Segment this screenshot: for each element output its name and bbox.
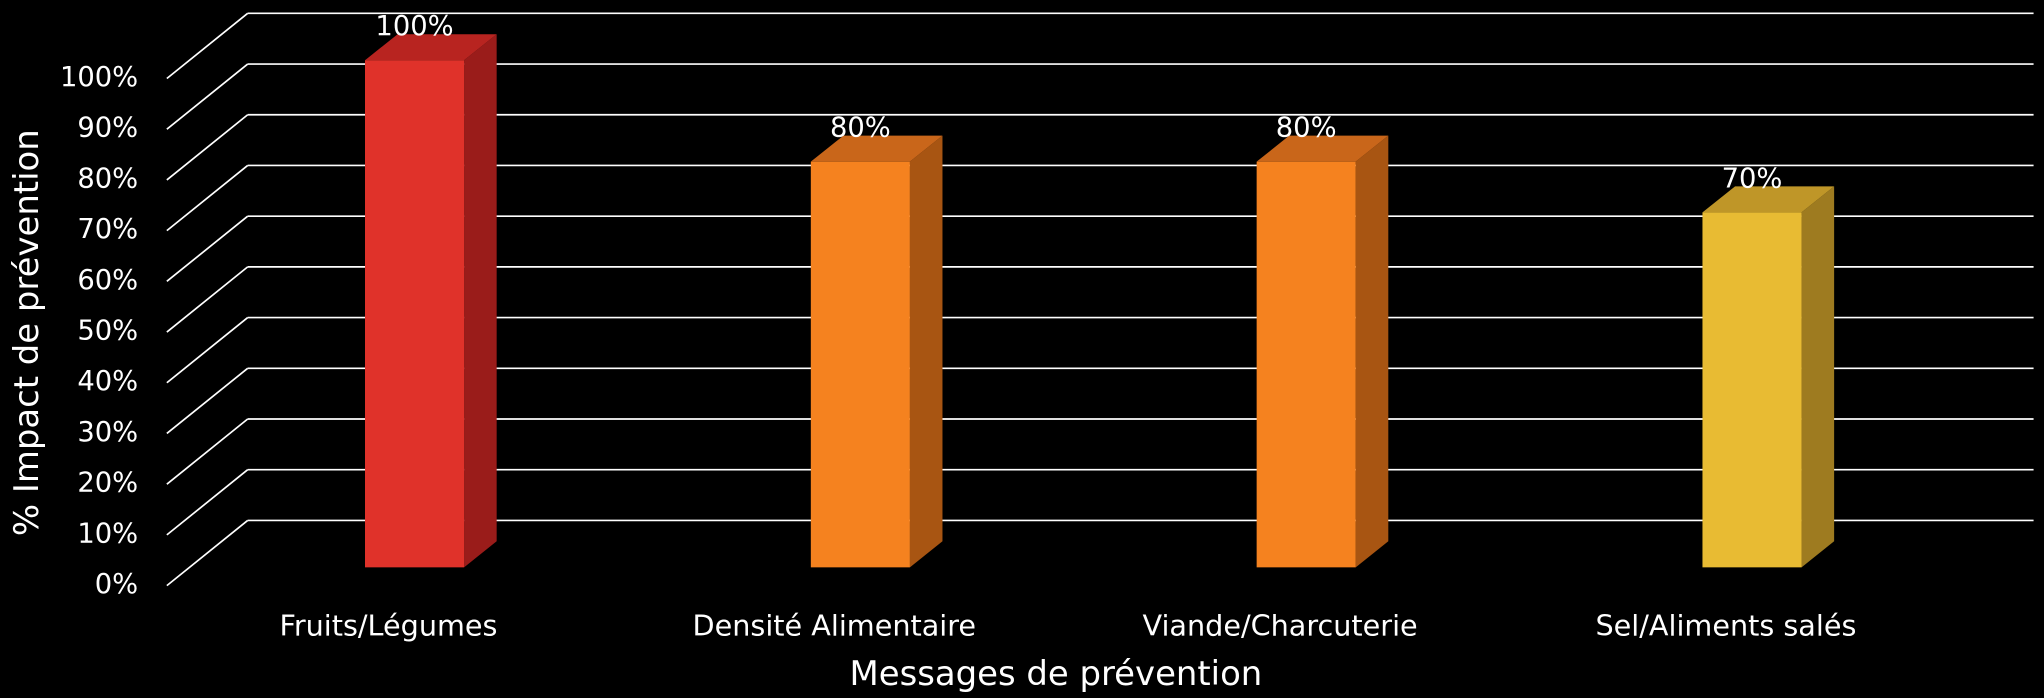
x-tick-label: Sel/Aliments salés xyxy=(1595,608,1856,642)
y-tick-label: 80% xyxy=(77,163,138,194)
data-label: 80% xyxy=(1276,113,1337,144)
data-label: 80% xyxy=(830,113,891,144)
x-axis-title: Messages de prévention xyxy=(850,654,1263,693)
grid-diagonal xyxy=(166,12,249,80)
y-tick-label: 30% xyxy=(77,417,138,448)
y-tick-label: 40% xyxy=(77,366,138,397)
grid-diagonal xyxy=(166,266,249,333)
grid-diagonal xyxy=(166,367,249,435)
y-tick-label: 20% xyxy=(77,468,138,499)
bar-side xyxy=(1801,186,1835,568)
bar-side xyxy=(909,135,943,568)
bar-side xyxy=(464,34,497,568)
y-tick-label: 70% xyxy=(77,214,138,245)
y-tick-label: 50% xyxy=(77,316,138,347)
bar-top xyxy=(365,34,497,61)
grid-diagonal xyxy=(166,114,249,181)
x-tick-label: Fruits/Légumes xyxy=(279,608,497,642)
bar-top xyxy=(810,135,943,162)
grid-diagonal xyxy=(166,519,249,587)
grid-diagonal xyxy=(166,164,249,232)
grid-diagonal xyxy=(166,316,249,384)
bar xyxy=(1702,212,1802,568)
y-tick-label: 0% xyxy=(95,569,138,600)
y-axis-title: % Impact de prévention xyxy=(7,129,46,536)
x-tick-label: Densité Alimentaire xyxy=(693,608,977,642)
bar-top xyxy=(1256,135,1389,162)
bar-top xyxy=(1702,186,1835,213)
bar xyxy=(365,60,465,568)
bar xyxy=(1256,161,1356,568)
data-label: 70% xyxy=(1722,163,1783,194)
y-tick-label: 10% xyxy=(77,518,138,549)
data-label: 100% xyxy=(375,11,453,42)
y-tick-label: 60% xyxy=(77,265,138,296)
y-tick-label: 90% xyxy=(77,113,138,144)
x-tick-label: Viande/Charcuterie xyxy=(1143,608,1418,642)
bar-side xyxy=(1355,135,1389,568)
grid-diagonal xyxy=(166,63,249,130)
y-tick-label: 100% xyxy=(60,62,138,93)
bar xyxy=(810,161,910,568)
grid-diagonal xyxy=(166,418,249,485)
grid-diagonal xyxy=(166,215,249,283)
grid-diagonal xyxy=(166,469,249,536)
